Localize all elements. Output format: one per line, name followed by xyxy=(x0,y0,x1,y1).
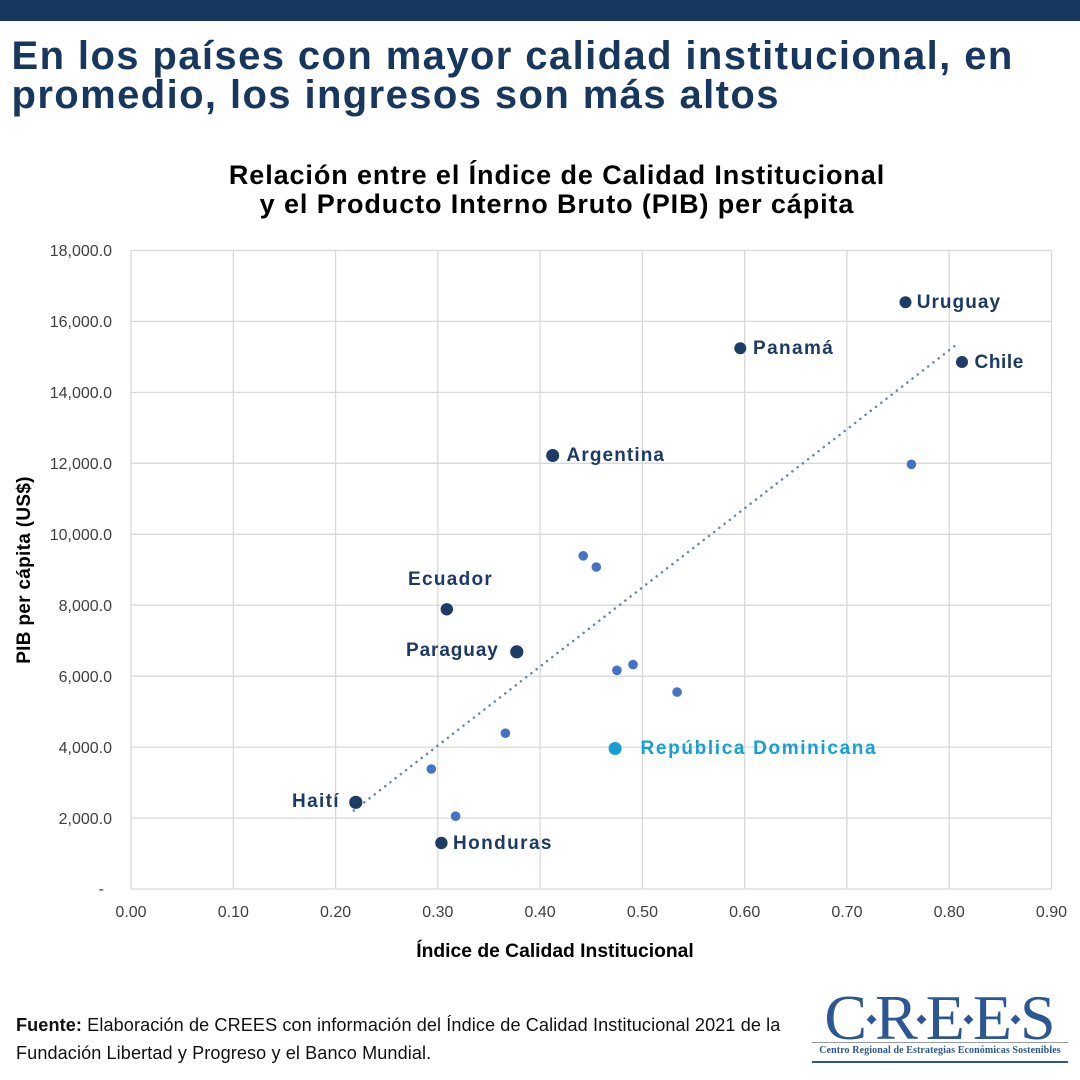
svg-text:10,000.0: 10,000.0 xyxy=(50,527,112,544)
svg-text:0.50: 0.50 xyxy=(627,904,658,921)
svg-text:6,000.0: 6,000.0 xyxy=(59,669,112,686)
svg-text:-: - xyxy=(99,881,104,898)
svg-text:0.20: 0.20 xyxy=(320,904,351,921)
svg-text:0.60: 0.60 xyxy=(729,904,760,921)
svg-text:0.10: 0.10 xyxy=(218,904,249,921)
svg-text:16,000.0: 16,000.0 xyxy=(50,314,112,331)
svg-text:12,000.0: 12,000.0 xyxy=(50,456,112,473)
svg-text:0.00: 0.00 xyxy=(115,904,146,921)
svg-text:0.70: 0.70 xyxy=(831,904,862,921)
svg-text:0.30: 0.30 xyxy=(422,904,453,921)
svg-text:2,000.0: 2,000.0 xyxy=(59,811,112,828)
svg-text:Índice de Calidad Instituciona: Índice de Calidad Institucional xyxy=(416,939,693,962)
svg-text:PIB per cápita (US$): PIB per cápita (US$) xyxy=(14,476,35,664)
svg-text:14,000.0: 14,000.0 xyxy=(50,385,112,402)
svg-text:0.80: 0.80 xyxy=(934,904,965,921)
svg-text:8,000.0: 8,000.0 xyxy=(59,598,112,615)
svg-text:0.90: 0.90 xyxy=(1036,904,1067,921)
svg-text:0.40: 0.40 xyxy=(525,904,556,921)
svg-text:4,000.0: 4,000.0 xyxy=(59,740,112,757)
svg-text:18,000.0: 18,000.0 xyxy=(50,243,112,260)
